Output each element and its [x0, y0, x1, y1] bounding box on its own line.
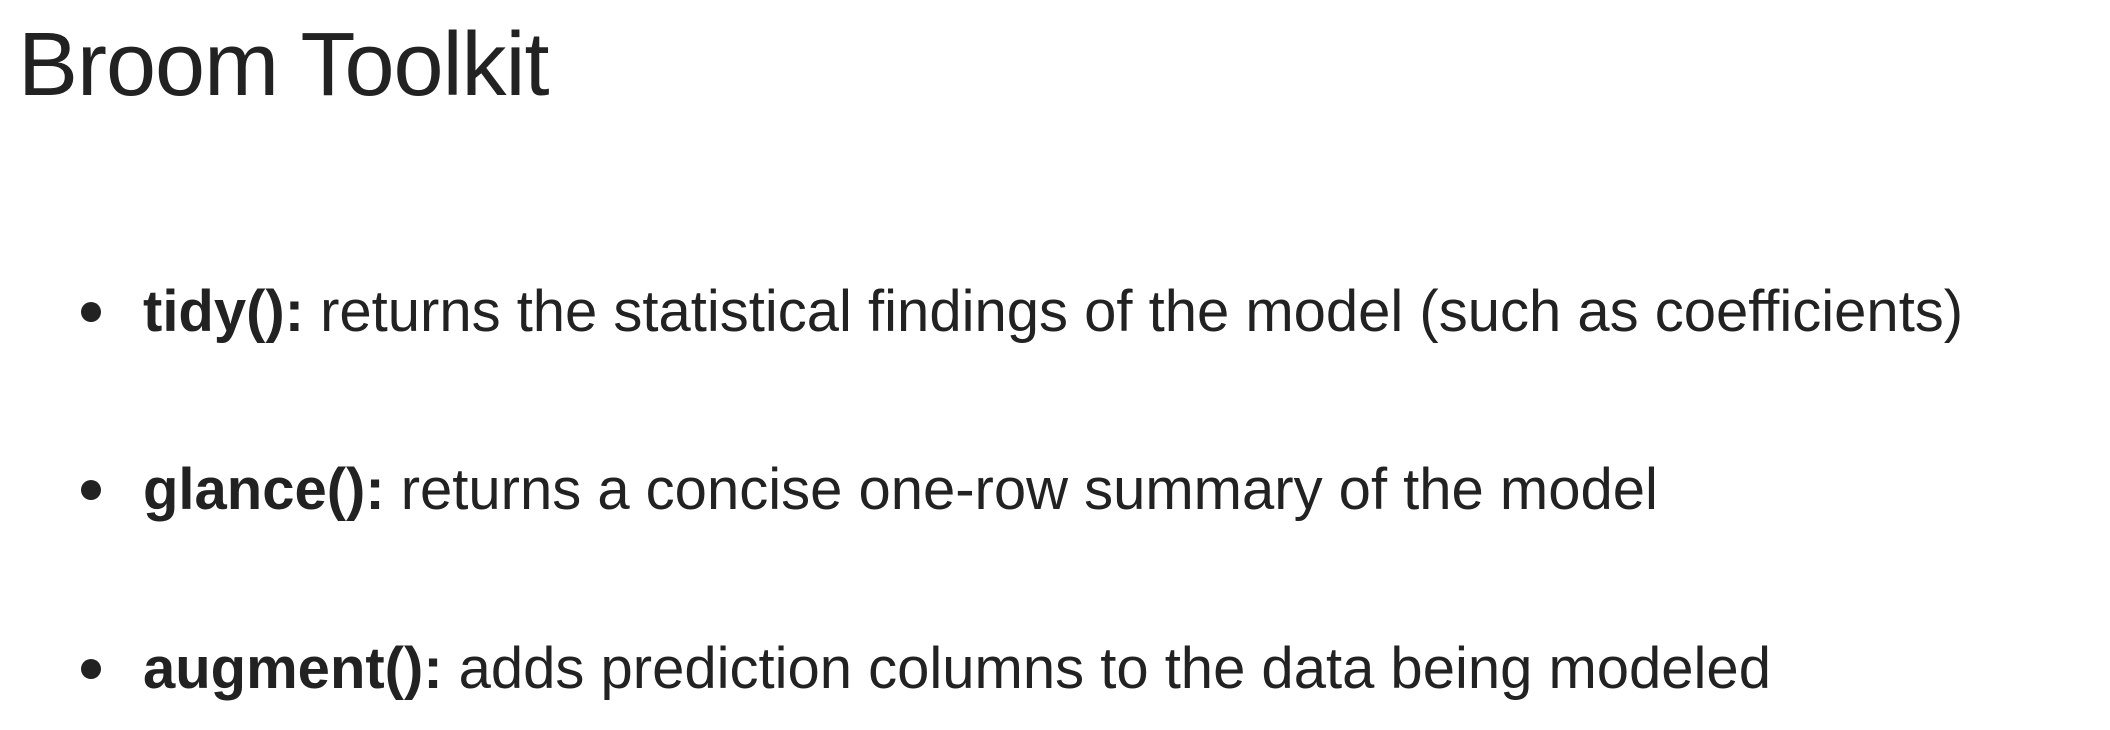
bullet-icon: [81, 302, 101, 322]
function-name: tidy():: [143, 279, 305, 344]
list-item-augment: augment(): adds prediction columns to th…: [0, 629, 1771, 709]
function-description: returns a concise one-row summary of the…: [400, 457, 1658, 522]
function-description: returns the statistical findings of the …: [320, 279, 1964, 344]
function-description: adds prediction columns to the data bein…: [458, 636, 1771, 701]
function-name: augment():: [143, 636, 443, 701]
list-item-glance: glance(): returns a concise one-row summ…: [0, 450, 1658, 530]
list-item-tidy: tidy(): returns the statistical findings…: [0, 272, 1963, 352]
bullet-icon: [81, 659, 101, 679]
page-title: Broom Toolkit: [18, 15, 550, 115]
bullet-icon: [81, 480, 101, 500]
function-name: glance():: [143, 457, 385, 522]
